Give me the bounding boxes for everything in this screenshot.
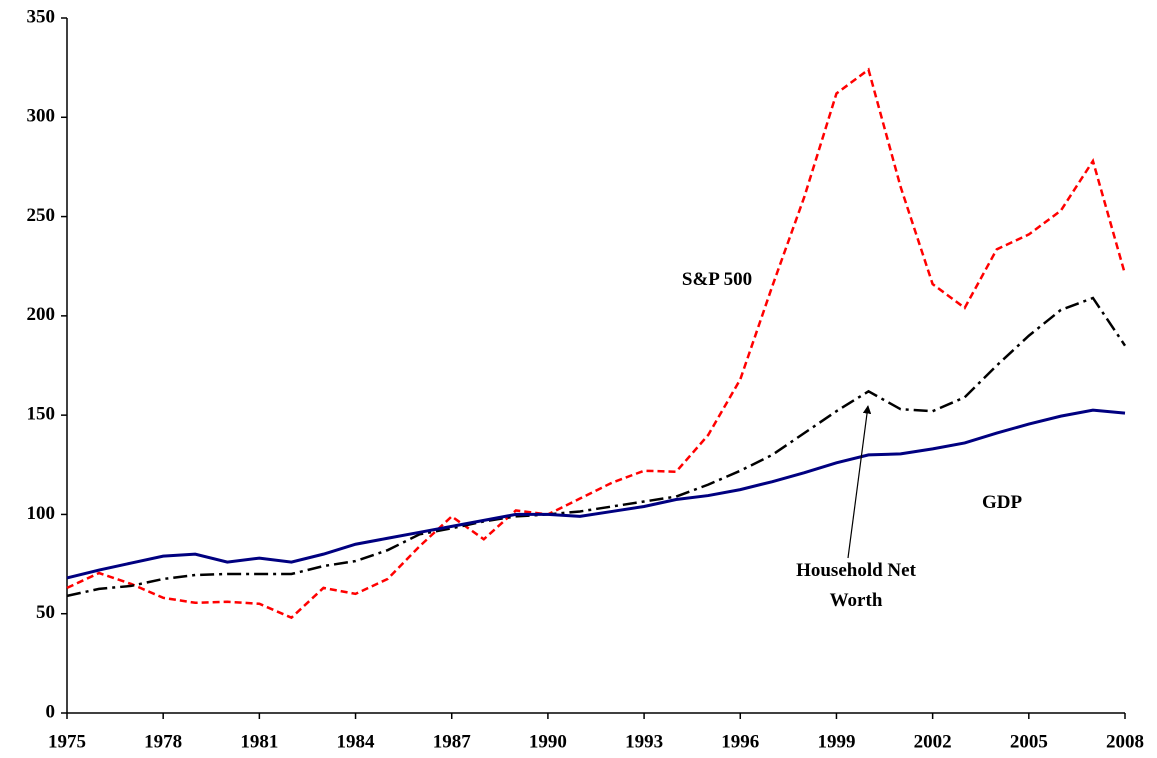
annotation: S&P 500 — [681, 269, 753, 290]
y-tick-label: 50 — [36, 602, 55, 623]
x-tick-label: 1990 — [529, 731, 567, 752]
y-tick-label: 0 — [46, 701, 56, 722]
y-tick-label: 150 — [27, 404, 56, 425]
annotation: Household Net Worth — [796, 560, 916, 611]
series-line — [66, 67, 1127, 620]
y-tick-label: 300 — [27, 106, 56, 127]
y-tick-label: 250 — [27, 205, 56, 226]
x-tick-label: 2008 — [1106, 731, 1144, 752]
x-tick-label: 1996 — [721, 731, 759, 752]
x-tick-label: 1987 — [433, 731, 472, 752]
x-tick-label: 1993 — [625, 731, 663, 752]
x-tick-label: 2005 — [1010, 731, 1048, 752]
x-tick-label: 1981 — [240, 731, 278, 752]
y-tick-label: 350 — [27, 6, 56, 27]
series-line — [66, 408, 1126, 580]
x-tick-label: 1978 — [144, 731, 182, 752]
x-tick-label: 1984 — [337, 731, 376, 752]
series-line — [66, 296, 1127, 598]
y-tick-label: 200 — [27, 304, 56, 325]
x-tick-label: 2002 — [914, 731, 952, 752]
x-tick-label: 1999 — [817, 731, 855, 752]
annotation-arrow — [847, 405, 872, 559]
y-tick-label: 100 — [27, 503, 56, 524]
x-tick-label: 1975 — [48, 731, 86, 752]
annotation: GDP — [981, 492, 1023, 513]
